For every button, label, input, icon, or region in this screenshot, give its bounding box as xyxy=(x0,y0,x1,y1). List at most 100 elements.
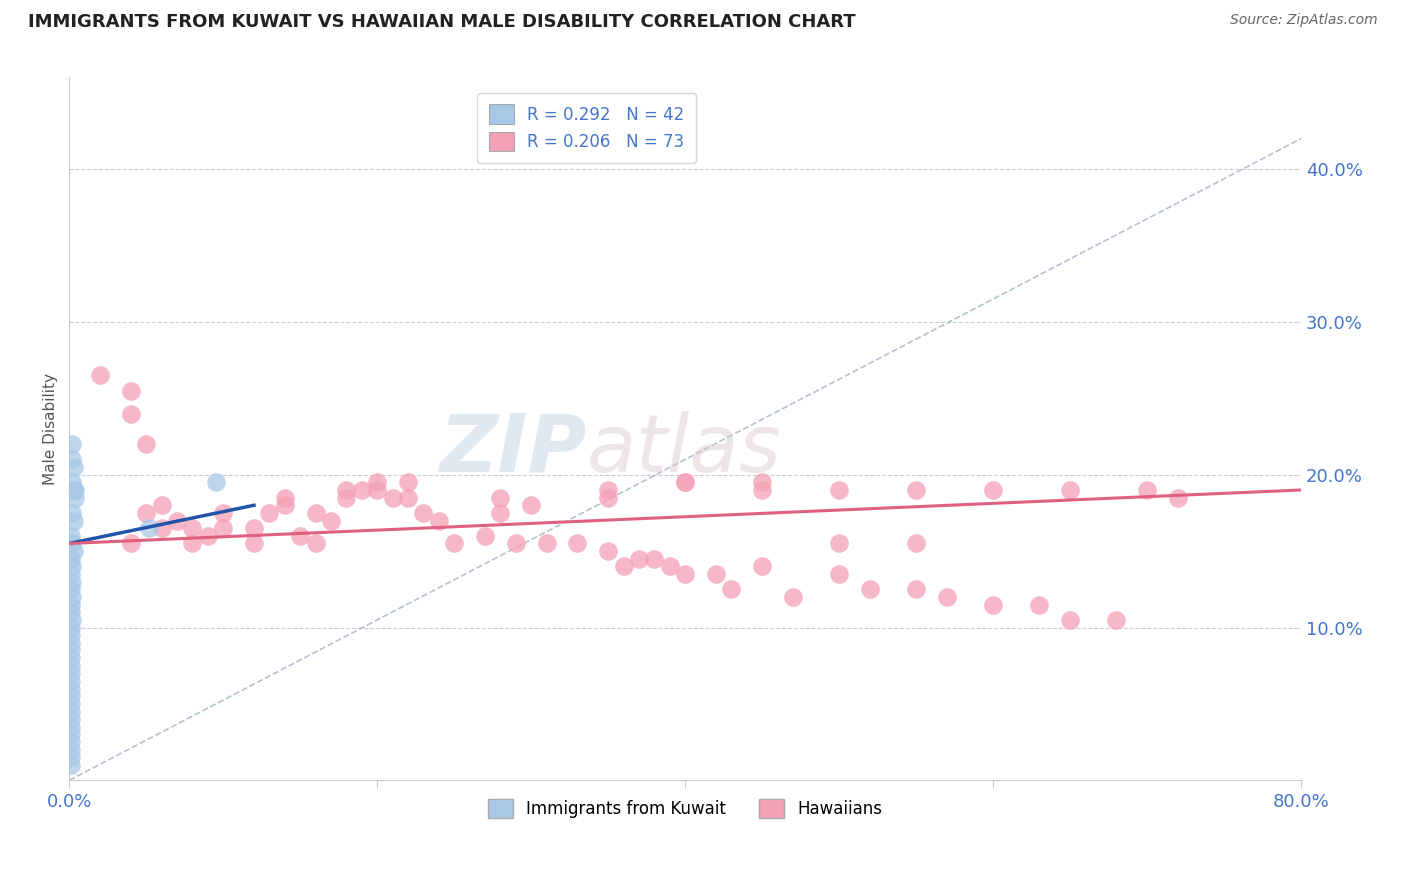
Point xyxy=(60,475,83,490)
Point xyxy=(59,643,82,657)
Point xyxy=(59,605,82,619)
Point xyxy=(59,712,82,726)
Point xyxy=(304,506,326,520)
Point xyxy=(60,437,83,451)
Point xyxy=(536,536,558,550)
Point xyxy=(59,750,82,764)
Y-axis label: Male Disability: Male Disability xyxy=(44,373,58,485)
Point xyxy=(598,491,620,505)
Point xyxy=(274,491,297,505)
Point xyxy=(474,529,496,543)
Point xyxy=(936,590,959,604)
Point xyxy=(859,582,882,597)
Point xyxy=(520,498,543,512)
Point xyxy=(505,536,527,550)
Point xyxy=(1105,613,1128,627)
Point xyxy=(59,567,82,582)
Point xyxy=(443,536,465,550)
Point xyxy=(59,582,82,597)
Point xyxy=(1028,598,1050,612)
Point xyxy=(828,536,851,550)
Point xyxy=(60,590,83,604)
Point xyxy=(59,628,82,642)
Point xyxy=(720,582,742,597)
Point xyxy=(89,368,111,383)
Point xyxy=(197,529,219,543)
Point xyxy=(782,590,804,604)
Point xyxy=(673,475,696,490)
Point xyxy=(120,407,142,421)
Point xyxy=(60,574,83,589)
Point xyxy=(63,544,86,558)
Point xyxy=(828,483,851,497)
Point xyxy=(59,529,82,543)
Point xyxy=(59,620,82,634)
Point xyxy=(59,758,82,772)
Point xyxy=(59,681,82,696)
Point xyxy=(598,544,620,558)
Point xyxy=(335,491,357,505)
Point xyxy=(150,498,173,512)
Point xyxy=(396,491,419,505)
Point xyxy=(1167,491,1189,505)
Point xyxy=(120,536,142,550)
Point xyxy=(60,613,83,627)
Point xyxy=(751,483,773,497)
Point xyxy=(59,636,82,650)
Point xyxy=(59,735,82,749)
Point xyxy=(981,483,1004,497)
Point xyxy=(335,483,357,497)
Point xyxy=(59,666,82,681)
Point xyxy=(350,483,373,497)
Point xyxy=(366,475,388,490)
Point xyxy=(60,559,83,574)
Point xyxy=(427,514,450,528)
Point xyxy=(259,506,281,520)
Point xyxy=(613,559,636,574)
Point xyxy=(181,521,204,535)
Point xyxy=(905,582,928,597)
Text: Source: ZipAtlas.com: Source: ZipAtlas.com xyxy=(1230,13,1378,28)
Point xyxy=(120,384,142,398)
Point xyxy=(59,658,82,673)
Point xyxy=(166,514,188,528)
Point xyxy=(63,514,86,528)
Point xyxy=(135,437,157,451)
Point xyxy=(59,727,82,741)
Point xyxy=(59,651,82,665)
Point xyxy=(319,514,342,528)
Point xyxy=(290,529,312,543)
Point xyxy=(60,452,83,467)
Point xyxy=(63,483,86,497)
Point xyxy=(59,743,82,757)
Point xyxy=(366,483,388,497)
Point xyxy=(905,483,928,497)
Point xyxy=(751,559,773,574)
Point xyxy=(59,690,82,704)
Text: atlas: atlas xyxy=(586,411,782,489)
Point xyxy=(704,567,727,582)
Point xyxy=(673,475,696,490)
Point xyxy=(60,506,83,520)
Point xyxy=(598,483,620,497)
Point xyxy=(412,506,434,520)
Point xyxy=(905,536,928,550)
Point xyxy=(381,491,404,505)
Point xyxy=(59,673,82,688)
Point xyxy=(243,521,266,535)
Point xyxy=(204,475,226,490)
Point xyxy=(304,536,326,550)
Point xyxy=(59,720,82,734)
Point xyxy=(65,491,87,505)
Point xyxy=(59,551,82,566)
Point xyxy=(59,598,82,612)
Point xyxy=(1059,483,1081,497)
Point xyxy=(138,521,160,535)
Point xyxy=(1136,483,1159,497)
Point xyxy=(627,551,650,566)
Point xyxy=(65,483,87,497)
Point xyxy=(981,598,1004,612)
Point xyxy=(567,536,589,550)
Point xyxy=(59,697,82,711)
Point xyxy=(274,498,297,512)
